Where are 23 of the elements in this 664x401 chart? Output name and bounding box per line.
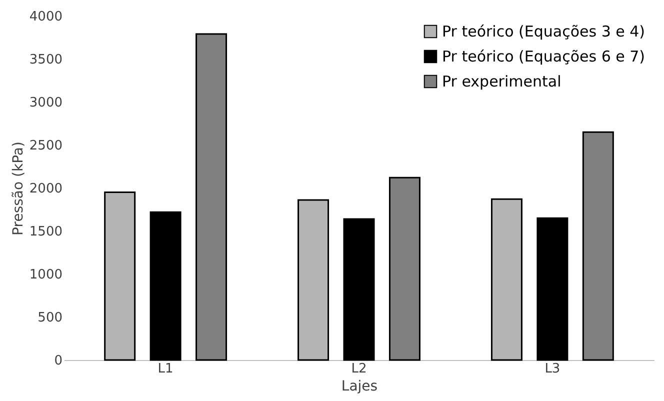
- bar: [196, 33, 228, 361]
- y-tick-label: 500: [38, 310, 62, 326]
- x-tick-label: L1: [158, 362, 174, 376]
- legend-label: Pr experimental: [442, 72, 562, 90]
- y-tick-label: 0: [54, 354, 62, 368]
- y-tick-label: 2500: [29, 138, 62, 154]
- x-tick-label: L2: [351, 362, 367, 376]
- y-tick-label: 3500: [29, 52, 62, 68]
- y-tick-label: 1000: [29, 268, 62, 282]
- bar: [388, 176, 420, 361]
- bar: [343, 218, 375, 361]
- legend-label: Pr teórico (Equações 3 e 4): [442, 22, 646, 40]
- y-tick-label: 4000: [29, 10, 62, 24]
- y-tick-label: 2000: [29, 182, 62, 196]
- legend-label: Pr teórico (Equações 6 e 7): [442, 48, 646, 66]
- bar: [536, 217, 568, 361]
- y-tick-label: 1500: [29, 224, 62, 240]
- bar: [150, 211, 182, 361]
- y-axis-title: Pressão (kPa): [10, 142, 26, 236]
- y-tick-label: 3000: [29, 96, 62, 110]
- x-axis-title: Lajes: [341, 378, 378, 394]
- x-tick-label: L3: [544, 362, 560, 376]
- bar: [582, 131, 614, 361]
